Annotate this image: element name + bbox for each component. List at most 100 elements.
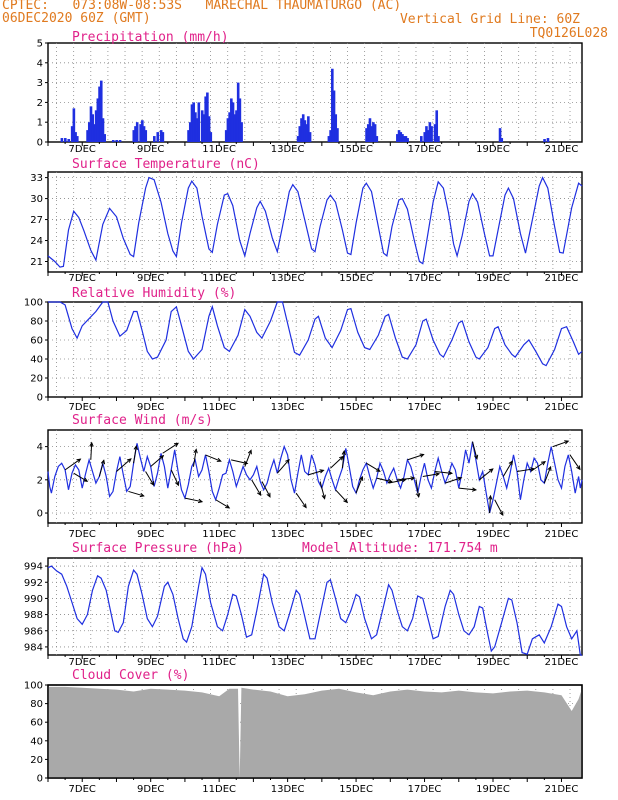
wind-arrow-head [410,476,416,481]
wind-arrow-head [435,472,441,477]
precip-bar [336,128,339,142]
precip-bar [134,126,137,142]
wind-arrow-head [247,449,252,455]
y-tick-label: 3 [37,78,43,89]
x-tick-label: 11DEC [202,529,236,540]
plot-frame [47,42,583,143]
precip-bar [101,118,105,142]
precip-bar [72,108,76,142]
precip-bar [93,124,96,142]
wind-arrow [251,479,262,496]
precip-bar [99,80,103,142]
wind-arrow-head [193,448,198,454]
x-tick-label: 15DEC [339,784,373,795]
x-tick-label: 11DEC [202,144,236,155]
x-tick-label: 11DEC [202,402,236,413]
precip-bar [305,124,308,142]
wind-arrow [64,458,81,471]
precip-bar [70,126,74,142]
precip-bar [209,132,213,142]
wind-arrow [407,454,424,461]
precip-bar [194,112,197,142]
wind-arrow [90,442,93,460]
y-tick-label: 0 [37,509,43,520]
precip-bar [433,124,437,142]
wind-arrow-head [488,468,494,473]
wind-arrow [530,461,546,472]
y-tick-label: 40 [30,355,43,366]
y-tick-label: 30 [30,194,43,205]
wind-arrow [231,459,248,464]
precip-bar [87,122,91,142]
wind-arrow-head [339,455,344,461]
y-tick-label: 24 [30,236,43,247]
precip-bar [425,126,428,142]
y-tick-label: 60 [30,336,43,347]
wind-arrow-head [576,465,581,471]
panel-title: Surface Pressure (hPa) [72,541,244,556]
x-tick-label: 21DEC [545,402,579,413]
x-tick-label: 17DEC [408,784,442,795]
y-tick-label: 4 [37,58,43,69]
wind-arrow [145,471,155,486]
wind-arrow [73,472,88,482]
wind-arrow-head [100,459,106,465]
wind-arrow-head [541,460,547,466]
precip-bar [437,136,440,142]
wind-arrow-head [343,498,348,504]
wind-arrow [434,471,452,474]
x-tick-label: 13DEC [271,144,305,155]
precip-bar [303,120,307,142]
y-tick-label: 0 [37,138,43,149]
precip-bar [135,122,139,142]
y-tick-label: 994 [24,562,43,573]
wind-arrow [205,454,221,462]
wind-arrow [276,459,290,474]
precip-bar [111,140,115,142]
precip-bar [375,136,379,142]
precip-bar [161,132,165,142]
x-tick-label: 9DEC [137,402,164,413]
precip-bar [98,86,101,142]
x-tick-label: 19DEC [476,402,510,413]
precip-bar [368,118,372,142]
wind-arrow [415,479,420,497]
wind-arrow [502,460,513,477]
x-tick-label: 13DEC [271,529,305,540]
y-tick-label: 984 [24,642,43,653]
plot-frame [47,557,583,656]
precip-bar [89,106,93,142]
x-tick-label: 13DEC [271,784,305,795]
precip-bar [301,114,305,142]
wind-arrow [543,466,552,484]
precip-bar [373,124,377,142]
y-tick-label: 988 [24,610,43,621]
panel-title: Surface Temperature (nC) [72,157,260,172]
wind-arrow [458,487,476,491]
wind-arrow-head [419,453,425,458]
y-tick-label: 60 [30,718,43,729]
x-tick-label: 7DEC [69,144,96,155]
wind-arrow [116,458,132,472]
x-tick-label: 17DEC [408,273,442,284]
y-tick-label: 0 [37,774,43,785]
x-tick-label: 11DEC [202,784,236,795]
precip-bar [329,130,332,142]
x-tick-label: 13DEC [271,657,305,668]
precip-bar [327,136,331,142]
wind-arrow [388,479,406,484]
x-tick-label: 7DEC [69,402,96,413]
precip-bar [402,136,406,142]
wind-arrow-head [508,460,513,466]
wind-arrow-head [285,458,290,464]
wind-arrow-head [174,481,179,487]
wind-arrow-head [499,511,504,516]
wind-arrow [215,499,230,509]
x-tick-label: 7DEC [69,784,96,795]
wind-arrow [376,477,393,483]
wind-arrow-head [266,492,271,498]
y-tick-label: 2 [37,98,43,109]
precip-bar [153,136,156,142]
precip-bar [240,122,243,142]
wind-arrow-head [341,449,346,456]
